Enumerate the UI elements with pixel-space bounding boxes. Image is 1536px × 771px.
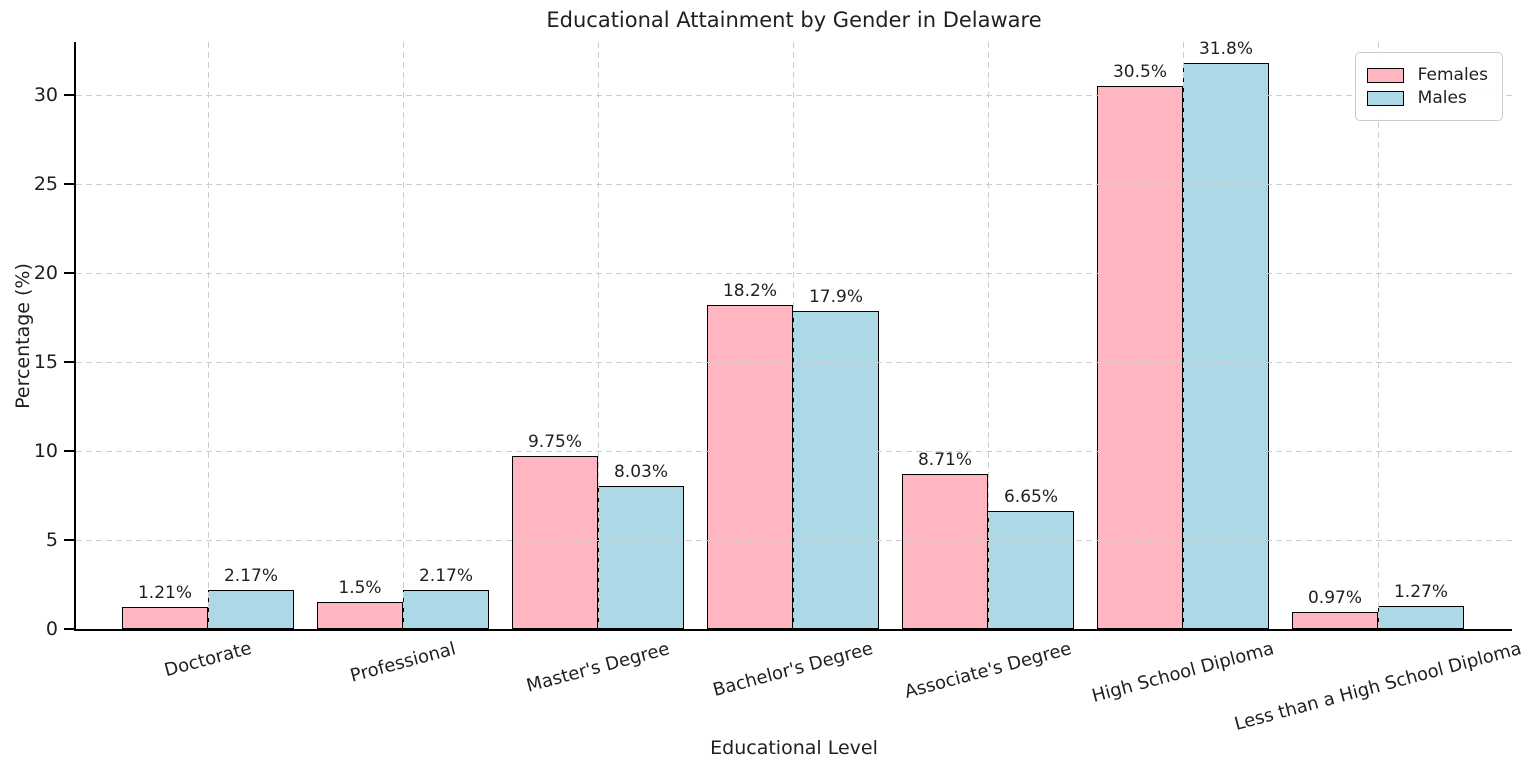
x-tick-label: Professional xyxy=(348,637,458,687)
legend-label: Females xyxy=(1417,65,1488,85)
horizontal-gridline xyxy=(76,183,1512,185)
horizontal-gridline xyxy=(76,450,1512,452)
bar-females-0 xyxy=(122,607,208,629)
bar-males-4 xyxy=(988,510,1074,629)
y-tick-label: 20 xyxy=(33,262,58,285)
bar-males-0 xyxy=(208,590,294,629)
bar-females-4 xyxy=(902,474,988,629)
bar-value-label: 9.75% xyxy=(527,431,583,452)
bar-value-label: 2.17% xyxy=(418,566,474,587)
bar-females-2 xyxy=(512,455,598,629)
legend-color-swatch-icon xyxy=(1366,67,1404,83)
y-tick-mark xyxy=(64,183,74,186)
legend-item-females: Females xyxy=(1366,65,1488,85)
y-tick-label: 5 xyxy=(45,529,58,552)
bar-females-3 xyxy=(707,305,793,629)
bar-value-label: 30.5% xyxy=(1112,62,1168,83)
x-tick-label: Master's Degree xyxy=(524,637,672,697)
legend-label: Males xyxy=(1417,88,1467,108)
x-tick-label: Less than a High School Diploma xyxy=(1232,637,1524,735)
y-tick-mark xyxy=(64,272,74,275)
vertical-gridline xyxy=(987,42,989,629)
x-axis-spine xyxy=(74,629,1512,631)
y-tick-label: 15 xyxy=(33,351,58,374)
y-axis-spine xyxy=(74,42,76,631)
y-tick-mark xyxy=(64,94,74,97)
vertical-gridline xyxy=(597,42,599,629)
legend-item-males: Males xyxy=(1366,88,1488,108)
y-tick-label: 0 xyxy=(45,618,58,640)
bar-value-label: 1.5% xyxy=(338,578,382,599)
y-axis-label: Percentage (%) xyxy=(12,263,34,409)
bar-value-label: 1.21% xyxy=(137,583,193,604)
y-tick-mark xyxy=(64,361,74,364)
x-axis-label: Educational Level xyxy=(710,737,878,759)
x-tick-label: High School Diploma xyxy=(1089,637,1277,707)
vertical-gridline xyxy=(1377,42,1379,629)
y-tick-mark xyxy=(64,539,74,542)
bar-value-label: 6.65% xyxy=(1003,486,1059,507)
y-tick-mark xyxy=(64,450,74,453)
bar-value-label: 8.03% xyxy=(613,462,669,483)
vertical-gridline xyxy=(207,42,209,629)
bar-value-label: 18.2% xyxy=(722,281,778,302)
bar-females-6 xyxy=(1292,611,1378,629)
bar-value-label: 2.17% xyxy=(223,566,279,587)
legend: Females Males xyxy=(1354,52,1503,121)
y-tick-label: 25 xyxy=(33,173,58,196)
bar-value-label: 1.27% xyxy=(1393,582,1449,603)
y-tick-label: 30 xyxy=(33,84,58,107)
bar-males-5 xyxy=(1183,63,1269,629)
vertical-gridline xyxy=(792,42,794,629)
horizontal-gridline xyxy=(76,539,1512,541)
x-tick-label: Associate's Degree xyxy=(902,637,1074,703)
horizontal-gridline xyxy=(76,94,1512,96)
legend-color-swatch-icon xyxy=(1366,90,1404,106)
y-tick-label: 10 xyxy=(33,440,58,463)
horizontal-gridline xyxy=(76,361,1512,363)
bar-females-1 xyxy=(317,602,403,629)
x-tick-label: Doctorate xyxy=(162,637,254,682)
bar-males-6 xyxy=(1378,606,1464,629)
bar-males-1 xyxy=(403,590,489,629)
bar-males-3 xyxy=(793,310,879,629)
vertical-gridline xyxy=(402,42,404,629)
chart-title: Educational Attainment by Gender in Dela… xyxy=(546,8,1042,32)
bar-females-5 xyxy=(1097,86,1183,629)
y-tick-mark xyxy=(64,628,74,630)
bar-value-label: 17.9% xyxy=(808,286,864,307)
x-tick-label: Bachelor's Degree xyxy=(710,637,876,701)
bar-value-label: 0.97% xyxy=(1307,587,1363,608)
vertical-gridline xyxy=(1182,42,1184,629)
bar-males-2 xyxy=(598,486,684,629)
horizontal-gridline xyxy=(76,272,1512,274)
bar-value-label: 31.8% xyxy=(1198,39,1254,60)
bar-value-label: 8.71% xyxy=(917,450,973,471)
plot-area: 1.21% 1.5% 9.75% 18.2% 8.71% 30.5% 0.97% 2.17% 2… xyxy=(34,39,1524,735)
